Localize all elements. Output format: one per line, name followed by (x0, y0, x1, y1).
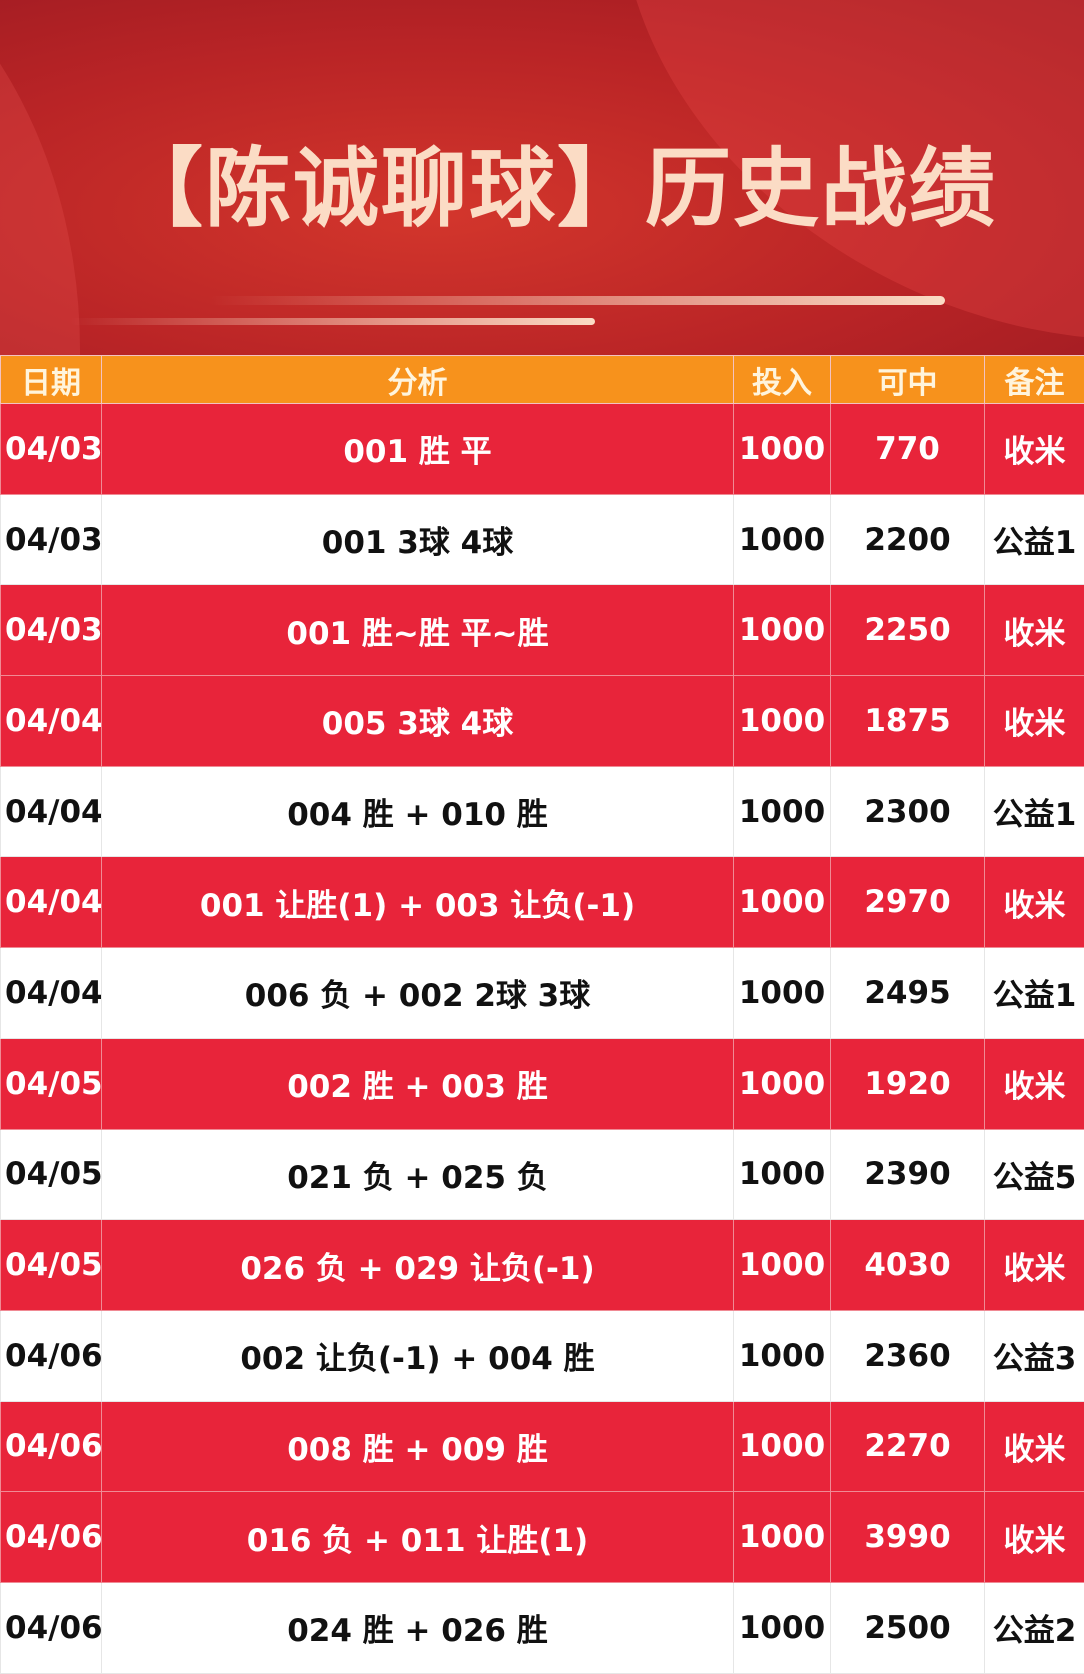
table-row: 04/05 026 负 + 029 让负(-1) 1000 4030 收米 (0, 1219, 1084, 1311)
date-cell: 04/06 (0, 1581, 102, 1674)
analysis-cell: 001 胜 平 (101, 403, 734, 495)
stake-cell: 1000 (733, 1581, 831, 1674)
stake-cell: 1000 (733, 403, 831, 495)
table-row: 04/04 006 负 + 002 2球 3球 1000 2495 公益1 (0, 947, 1084, 1039)
note-cell: 公益2 (984, 1581, 1084, 1674)
table-row: 04/06 002 让负(-1) + 004 胜 1000 2360 公益3 (0, 1309, 1084, 1402)
stake-cell: 1000 (733, 1219, 831, 1311)
note-cell: 公益1 (984, 947, 1084, 1039)
payout-cell: 2495 (830, 947, 985, 1039)
note-cell: 收米 (984, 1037, 1084, 1130)
payout-cell: 2300 (830, 765, 985, 858)
payout-cell: 3990 (830, 1491, 985, 1583)
stake-cell: 1000 (733, 856, 831, 949)
date-cell: 04/04 (0, 675, 102, 767)
header-note: 备注 (984, 355, 1084, 404)
table-row: 04/05 002 胜 + 003 胜 1000 1920 收米 (0, 1037, 1084, 1130)
payout-cell: 2250 (830, 584, 985, 677)
table-row: 04/03 001 胜 平 1000 770 收米 (0, 403, 1084, 495)
note-cell: 公益5 (984, 1128, 1084, 1221)
analysis-cell: 008 胜 + 009 胜 (101, 1400, 734, 1493)
analysis-cell: 026 负 + 029 让负(-1) (101, 1219, 734, 1311)
analysis-cell: 002 让负(-1) + 004 胜 (101, 1309, 734, 1402)
light-streak (70, 318, 595, 325)
date-cell: 04/04 (0, 856, 102, 949)
date-cell: 04/05 (0, 1128, 102, 1221)
table-row: 04/06 024 胜 + 026 胜 1000 2500 公益2 (0, 1581, 1084, 1674)
table-row: 04/04 005 3球 4球 1000 1875 收米 (0, 675, 1084, 767)
table-row: 04/06 016 负 + 011 让胜(1) 1000 3990 收米 (0, 1491, 1084, 1583)
date-cell: 04/05 (0, 1037, 102, 1130)
header-stake: 投入 (733, 355, 831, 404)
date-cell: 04/06 (0, 1491, 102, 1583)
stake-cell: 1000 (733, 947, 831, 1039)
light-streak (210, 296, 945, 305)
note-cell: 收米 (984, 1219, 1084, 1311)
table-row: 04/03 001 胜~胜 平~胜 1000 2250 收米 (0, 584, 1084, 677)
note-cell: 收米 (984, 1400, 1084, 1493)
stake-cell: 1000 (733, 1491, 831, 1583)
payout-cell: 2270 (830, 1400, 985, 1493)
analysis-cell: 005 3球 4球 (101, 675, 734, 767)
payout-cell: 1875 (830, 675, 985, 767)
analysis-cell: 001 胜~胜 平~胜 (101, 584, 734, 677)
payout-cell: 2200 (830, 493, 985, 586)
note-cell: 收米 (984, 584, 1084, 677)
payout-cell: 2360 (830, 1309, 985, 1402)
header-banner: 【陈诚聊球】历史战绩 (0, 0, 1084, 355)
table-header-row: 日期 分析 投入 可中 备注 (0, 355, 1084, 404)
stake-cell: 1000 (733, 765, 831, 858)
table-row: 04/03 001 3球 4球 1000 2200 公益1 (0, 493, 1084, 586)
note-cell: 收米 (984, 856, 1084, 949)
note-cell: 公益3 (984, 1309, 1084, 1402)
table-row: 04/06 008 胜 + 009 胜 1000 2270 收米 (0, 1400, 1084, 1493)
payout-cell: 2970 (830, 856, 985, 949)
stake-cell: 1000 (733, 1400, 831, 1493)
analysis-cell: 002 胜 + 003 胜 (101, 1037, 734, 1130)
record-table: 日期 分析 投入 可中 备注 04/03 001 胜 平 1000 770 收米 04/0… (0, 355, 1084, 1674)
date-cell: 04/03 (0, 584, 102, 677)
note-cell: 收米 (984, 1491, 1084, 1583)
header-analysis: 分析 (101, 355, 734, 404)
payout-cell: 1920 (830, 1037, 985, 1130)
date-cell: 04/04 (0, 765, 102, 858)
stake-cell: 1000 (733, 584, 831, 677)
table-row: 04/04 004 胜 + 010 胜 1000 2300 公益1 (0, 765, 1084, 858)
payout-cell: 770 (830, 403, 985, 495)
analysis-cell: 024 胜 + 026 胜 (101, 1581, 734, 1674)
date-cell: 04/05 (0, 1219, 102, 1311)
note-cell: 收米 (984, 675, 1084, 767)
stake-cell: 1000 (733, 675, 831, 767)
date-cell: 04/06 (0, 1400, 102, 1493)
table-row: 04/04 001 让胜(1) + 003 让负(-1) 1000 2970 收米 (0, 856, 1084, 949)
stake-cell: 1000 (733, 1309, 831, 1402)
note-cell: 公益1 (984, 493, 1084, 586)
stake-cell: 1000 (733, 1128, 831, 1221)
stake-cell: 1000 (733, 493, 831, 586)
note-cell: 收米 (984, 403, 1084, 495)
stake-cell: 1000 (733, 1037, 831, 1130)
header-date: 日期 (0, 355, 102, 404)
date-cell: 04/04 (0, 947, 102, 1039)
analysis-cell: 004 胜 + 010 胜 (101, 765, 734, 858)
note-cell: 公益1 (984, 765, 1084, 858)
header-payout: 可中 (830, 355, 985, 404)
analysis-cell: 001 让胜(1) + 003 让负(-1) (101, 856, 734, 949)
analysis-cell: 016 负 + 011 让胜(1) (101, 1491, 734, 1583)
page-title: 【陈诚聊球】历史战绩 (117, 139, 997, 239)
table-row: 04/05 021 负 + 025 负 1000 2390 公益5 (0, 1128, 1084, 1221)
date-cell: 04/03 (0, 403, 102, 495)
payout-cell: 2390 (830, 1128, 985, 1221)
date-cell: 04/06 (0, 1309, 102, 1402)
date-cell: 04/03 (0, 493, 102, 586)
analysis-cell: 021 负 + 025 负 (101, 1128, 734, 1221)
payout-cell: 2500 (830, 1581, 985, 1674)
payout-cell: 4030 (830, 1219, 985, 1311)
analysis-cell: 006 负 + 002 2球 3球 (101, 947, 734, 1039)
analysis-cell: 001 3球 4球 (101, 493, 734, 586)
